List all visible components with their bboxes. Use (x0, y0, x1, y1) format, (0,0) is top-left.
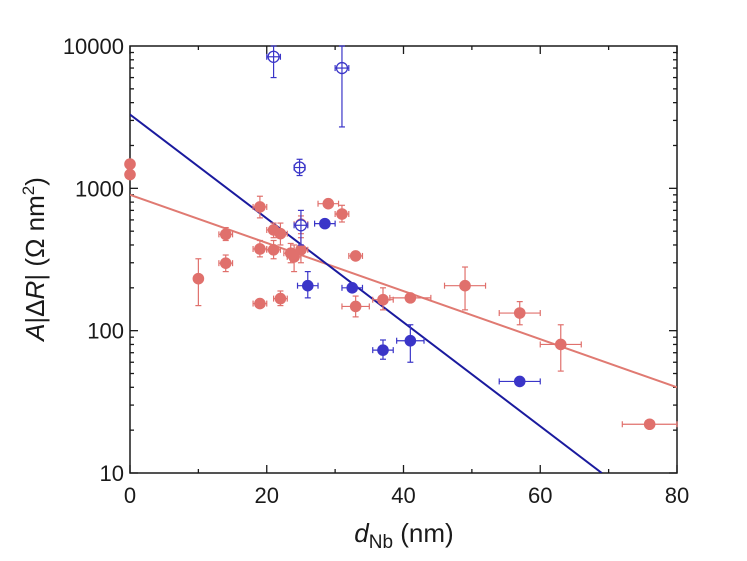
red-points-point (443, 266, 487, 311)
y-tick-label: 1000 (75, 176, 124, 201)
red-points-point (272, 290, 288, 307)
x-tick-label: 80 (665, 483, 689, 508)
x-axis-label: dNb (nm) (354, 518, 453, 553)
red-points-point (621, 418, 678, 431)
red-points-point (252, 297, 268, 310)
marker-filled-circle (377, 344, 389, 356)
red-points-point (252, 239, 268, 258)
x-tick-label: 60 (528, 483, 552, 508)
blue-filled-points-point (372, 339, 394, 360)
marker-filled-circle (346, 282, 359, 294)
red-points-point (124, 168, 136, 181)
fit-lines (130, 113, 677, 473)
y-label-r: R (20, 281, 50, 300)
red-points-point (372, 287, 394, 311)
marker-filled-circle (459, 279, 471, 292)
marker-filled-circle (124, 168, 136, 181)
y-label-delta: Δ (20, 299, 50, 316)
tick-labels: 0 20 40 60 80 10 100 1000 10000 (63, 34, 689, 508)
marker-filled-circle (192, 272, 205, 285)
red-points-point (317, 197, 340, 210)
marker-filled-circle (254, 297, 266, 310)
x-tick-label: 40 (391, 483, 415, 508)
y-label-bar1: | (20, 317, 50, 324)
marker-filled-circle (513, 375, 526, 388)
marker-filled-circle (267, 243, 280, 256)
y-label-unit-open: (Ω nm (20, 195, 50, 274)
marker-filled-circle (643, 418, 656, 431)
x-label-main: d (354, 518, 370, 548)
red-points-point (348, 250, 364, 262)
y-label-a: A (20, 324, 50, 343)
y-tick-label: 10000 (63, 34, 124, 59)
red-points-point (124, 158, 136, 170)
red-points-point (539, 324, 582, 372)
marker-filled-circle (404, 292, 417, 304)
marker-filled-circle (254, 243, 266, 255)
y-label-unit-close: ) (20, 177, 50, 186)
y-label-bar2: | (20, 274, 50, 281)
plot-frame (129, 45, 678, 474)
blue-filled-points-point (396, 324, 425, 363)
marker-filled-circle (377, 293, 389, 306)
blue-open-points-point (293, 209, 309, 246)
x-tick-label: 20 (255, 483, 279, 508)
red-points-point (192, 258, 205, 307)
axis-ticks (129, 46, 678, 474)
marker-filled-circle (404, 334, 417, 347)
blue-filled-points-point (296, 271, 319, 299)
y-tick-label: 10 (100, 461, 124, 486)
marker-filled-circle (301, 279, 314, 292)
marker-filled-circle (336, 208, 348, 220)
blue-open-points-point (334, 45, 350, 128)
x-label-sub: Nb (369, 532, 393, 553)
red-points-point (252, 195, 268, 219)
blue-open-points-point (293, 158, 306, 177)
red-points-point (334, 204, 350, 223)
red-points-point (341, 295, 370, 318)
marker-filled-circle (554, 338, 567, 351)
y-tick-label: 100 (87, 319, 124, 344)
marker-filled-circle (219, 228, 232, 241)
red-points-point (272, 222, 288, 246)
blue-filled-points-point (314, 217, 336, 230)
x-tick-label: 0 (124, 483, 136, 508)
marker-filled-circle (274, 292, 287, 305)
red-points-point (389, 292, 432, 304)
marker-filled-circle (274, 227, 287, 240)
marker-filled-circle (349, 250, 362, 262)
red-points-point (498, 301, 541, 326)
red-points-point (218, 254, 234, 273)
y-label-sup: 2 (19, 186, 38, 195)
marker-filled-circle (219, 257, 232, 269)
marker-filled-circle (319, 217, 331, 230)
red-fit-line (130, 193, 677, 389)
blue-filled-points-point (341, 282, 364, 294)
red-points-point (293, 237, 309, 264)
marker-filled-circle (124, 158, 136, 170)
red-points-point (218, 226, 234, 242)
blue-filled-points-point (498, 375, 541, 388)
data-points (124, 45, 678, 431)
blue-fit-line (130, 113, 603, 473)
marker-filled-circle (513, 307, 526, 319)
marker-filled-circle (295, 243, 307, 256)
blue-open-points-point (266, 45, 282, 79)
marker-filled-circle (254, 201, 266, 213)
y-axis-label: A|ΔR| (Ω nm2) (19, 177, 50, 343)
x-label-unit: (nm) (393, 518, 454, 548)
marker-filled-circle (349, 300, 362, 313)
marker-filled-circle (322, 197, 335, 210)
red-points-point (266, 239, 282, 260)
